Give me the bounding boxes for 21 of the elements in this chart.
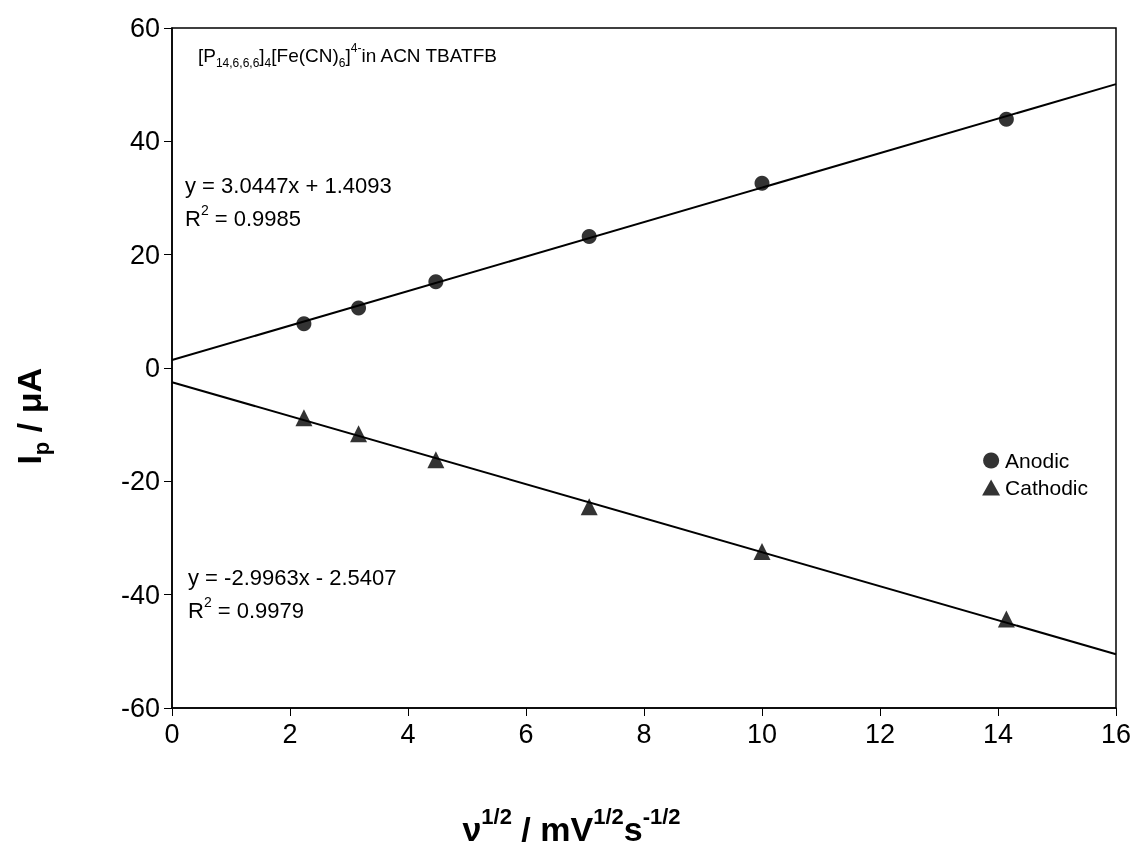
x-tick-label: 14	[982, 718, 1014, 749]
y-tick-label: -20	[120, 466, 160, 497]
y-tick-label: -40	[120, 579, 160, 610]
y-tick-label: 20	[129, 239, 160, 270]
y-tick-label: 60	[129, 13, 160, 43]
x-tick-label: 2	[282, 718, 298, 749]
annotation: y = 3.0447x + 1.4093	[185, 173, 392, 199]
x-tick-label: 0	[164, 718, 180, 749]
x-tick-label: 16	[1100, 718, 1132, 749]
x-tick-label: 6	[518, 718, 534, 749]
annotation: y = -2.9963x - 2.5407	[188, 565, 397, 591]
x-tick-label: 4	[400, 718, 416, 749]
legend-label: Anodic	[1005, 449, 1070, 472]
y-tick-label: 0	[144, 353, 160, 383]
legend-label: Cathodic	[1005, 476, 1089, 499]
x-tick-label: 12	[864, 718, 896, 749]
y-tick-label: 40	[129, 126, 160, 157]
x-tick-label: 8	[636, 718, 652, 749]
y-tick-label: -60	[120, 693, 160, 723]
y-axis-title: Ip / μA	[10, 367, 55, 465]
x-tick-label: 10	[746, 718, 778, 749]
